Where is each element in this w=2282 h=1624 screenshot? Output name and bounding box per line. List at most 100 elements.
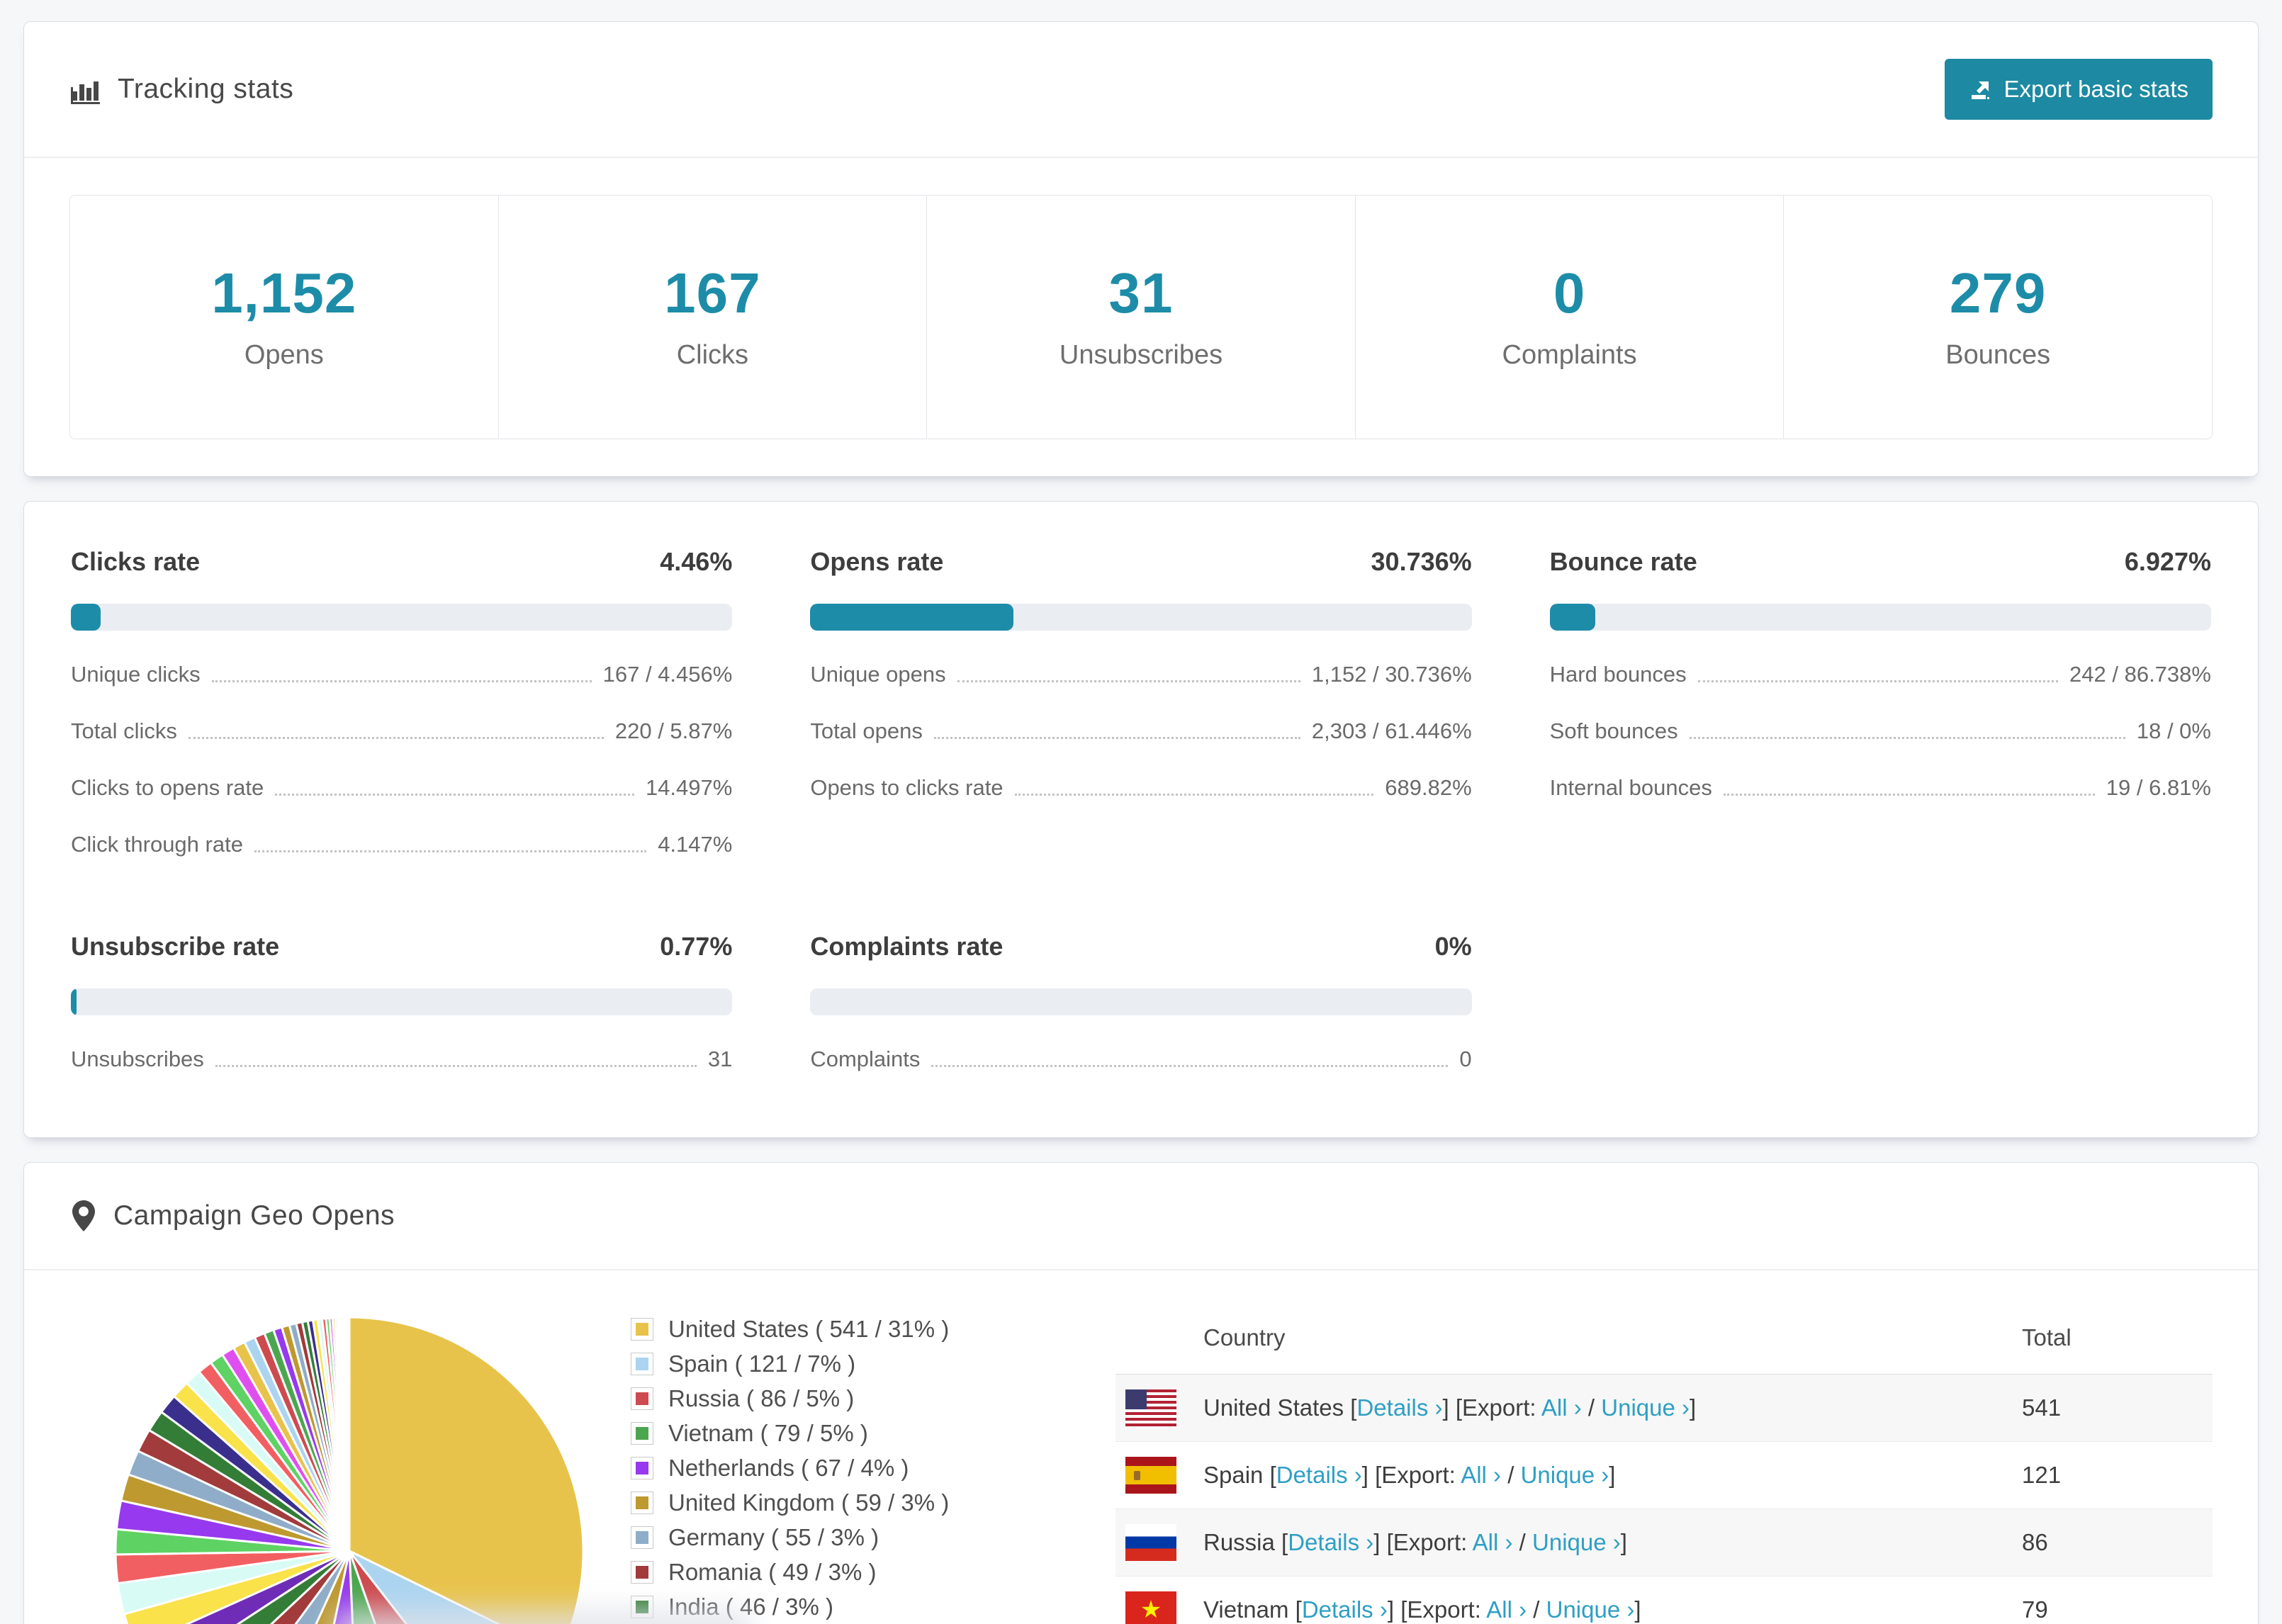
- export-all-link[interactable]: All ›: [1461, 1461, 1502, 1488]
- export-all-link[interactable]: All ›: [1486, 1596, 1527, 1623]
- rate-detail-value: 242 / 86.738%: [2069, 662, 2211, 687]
- export-icon: [1971, 81, 1989, 99]
- legend-item-vietnam: Vietnam ( 79 / 5% ): [631, 1420, 1074, 1447]
- dotted-leader: [188, 737, 604, 739]
- rate-detail-label: Clicks to opens rate: [71, 775, 264, 800]
- tracking-stats-header: Tracking stats Export basic stats: [24, 22, 2258, 158]
- stat-value: 0: [1553, 261, 1586, 325]
- rate-block-bounce-rate: Bounce rate 6.927% Hard bounces 242 / 86.73…: [1549, 547, 2211, 857]
- rate-detail-row: Unsubscribes 31: [71, 1047, 732, 1072]
- stat-value: 31: [1108, 261, 1174, 325]
- bar-chart-icon: [71, 81, 100, 104]
- flag-icon-es: [1125, 1457, 1176, 1494]
- pie-slice-vietnam: [348, 1550, 376, 1624]
- pie-slice-russia: [348, 1550, 408, 1624]
- rate-detail-label: Opens to clicks rate: [810, 775, 1004, 800]
- export-all-link[interactable]: All ›: [1472, 1528, 1513, 1555]
- country-cell: United States [Details ›] [Export: All ›…: [1203, 1394, 1697, 1421]
- legend-label: Vietnam ( 79 / 5% ): [668, 1420, 868, 1446]
- stat-label: Clicks: [676, 340, 749, 370]
- export-unique-link[interactable]: Unique ›: [1532, 1528, 1621, 1555]
- total-column-header: Total: [2022, 1324, 2072, 1350]
- rate-detail-value: 4.147%: [658, 832, 733, 857]
- export-all-link[interactable]: All ›: [1541, 1394, 1582, 1421]
- progress-bar-track: [1549, 604, 2211, 631]
- campaign-geo-opens-card: Campaign Geo Opens United States ( 541 /…: [23, 1162, 2259, 1624]
- rate-percentage: 0%: [1434, 932, 1472, 961]
- total-cell: 541: [2022, 1394, 2062, 1421]
- legend-swatch: [631, 1526, 653, 1549]
- dotted-leader: [1014, 794, 1374, 796]
- export-basic-stats-button[interactable]: Export basic stats: [1944, 59, 2213, 120]
- legend-item-romania: Romania ( 49 / 3% ): [631, 1559, 1074, 1586]
- export-unique-link[interactable]: Unique ›: [1601, 1394, 1690, 1421]
- total-cell: 86: [2022, 1529, 2048, 1555]
- stat-cell-unsubscribes: 31 Unsubscribes: [927, 196, 1356, 439]
- details-link[interactable]: Details ›: [1276, 1461, 1362, 1488]
- rate-title: Clicks rate: [71, 547, 201, 576]
- star-icon: ★: [1140, 1596, 1162, 1623]
- dotted-leader: [931, 1065, 1449, 1067]
- total-cell: 121: [2022, 1462, 2062, 1488]
- details-link[interactable]: Details ›: [1288, 1528, 1374, 1555]
- progress-bar-track: [71, 604, 733, 631]
- bottom-shadow-blob: [333, 1608, 751, 1624]
- rate-title: Bounce rate: [1549, 547, 1697, 576]
- rate-detail-row: Hard bounces 242 / 86.738%: [1550, 662, 2211, 687]
- rate-percentage: 30.736%: [1371, 547, 1472, 576]
- rate-block-opens-rate: Opens rate 30.736% Unique opens 1,152 / 30.…: [810, 547, 1472, 857]
- stat-value: 1,152: [211, 261, 357, 325]
- rate-detail-value: 220 / 5.87%: [614, 718, 733, 743]
- country-name: Vietnam: [1203, 1596, 1289, 1623]
- stat-label: Unsubscribes: [1059, 340, 1223, 370]
- legend-label: United States ( 541 / 31% ): [668, 1316, 950, 1342]
- legend-item-germany: Germany ( 55 / 3% ): [631, 1524, 1074, 1551]
- summary-stats-row: 1,152 Opens 167 Clicks 31 Unsubscribes 0 Compla…: [69, 195, 2213, 439]
- dotted-leader: [215, 1065, 697, 1067]
- stat-value: 167: [664, 261, 761, 325]
- rate-detail-label: Unique clicks: [71, 662, 201, 687]
- pie-legend: United States ( 541 / 31% ) Spain ( 121 /…: [631, 1303, 1074, 1624]
- rate-detail-label: Total clicks: [71, 718, 177, 743]
- export-unique-link[interactable]: Unique ›: [1546, 1596, 1635, 1623]
- rate-block-unsubscribe-rate: Unsubscribe rate 0.77% Unsubscribes 31: [71, 932, 733, 1072]
- details-link[interactable]: Details ›: [1301, 1596, 1388, 1623]
- stat-value: 279: [1949, 261, 2047, 325]
- geo-table-row-us: United States [Details ›] [Export: All ›…: [1115, 1375, 2213, 1442]
- legend-item-united-states: United States ( 541 / 31% ): [631, 1316, 1074, 1343]
- country-cell: Spain [Details ›] [Export: All › / Uniqu…: [1203, 1461, 1616, 1488]
- rate-detail-value: 1,152 / 30.736%: [1311, 662, 1472, 687]
- dotted-leader: [1689, 737, 2125, 739]
- total-cell: 79: [2022, 1596, 2048, 1623]
- geo-table-header: Country Total: [1115, 1303, 2213, 1375]
- dotted-leader: [1723, 794, 2095, 796]
- rate-block-clicks-rate: Clicks rate 4.46% Unique clicks 167 / 4.456…: [71, 547, 733, 857]
- legend-swatch: [631, 1457, 653, 1479]
- rate-percentage: 0.77%: [660, 932, 733, 961]
- country-name: Spain: [1203, 1461, 1264, 1488]
- dotted-leader: [275, 794, 634, 796]
- legend-label: United Kingdom ( 59 / 3% ): [668, 1489, 950, 1516]
- page-title: Tracking stats: [118, 74, 294, 104]
- legend-swatch: [631, 1492, 653, 1514]
- legend-swatch: [631, 1353, 653, 1375]
- rate-detail-label: Click through rate: [71, 832, 243, 857]
- rate-detail-row: Clicks to opens rate 14.497%: [71, 775, 732, 801]
- geo-card-header: Campaign Geo Opens: [24, 1163, 2258, 1270]
- legend-item-netherlands: Netherlands ( 67 / 4% ): [631, 1455, 1074, 1482]
- rate-detail-row: Internal bounces 19 / 6.81%: [1550, 775, 2211, 801]
- rate-title: Complaints rate: [810, 932, 1004, 961]
- legend-swatch: [631, 1387, 653, 1410]
- geo-table-row-es: Spain [Details ›] [Export: All › / Uniqu…: [1115, 1442, 2213, 1509]
- rate-title: Unsubscribe rate: [71, 932, 280, 961]
- geo-table-row-vn: ★ Vietnam [Details ›] [Export: All › / Un…: [1115, 1577, 2213, 1624]
- rate-detail-value: 31: [707, 1047, 733, 1071]
- details-link[interactable]: Details ›: [1356, 1394, 1443, 1421]
- legend-label: Germany ( 55 / 3% ): [668, 1524, 879, 1550]
- country-column-header: Country: [1203, 1324, 1286, 1350]
- rate-detail-value: 167 / 4.456%: [602, 662, 733, 687]
- legend-swatch: [631, 1422, 653, 1445]
- export-unique-link[interactable]: Unique ›: [1520, 1461, 1609, 1488]
- legend-label: Spain ( 121 / 7% ): [668, 1350, 856, 1377]
- legend-item-united-kingdom: United Kingdom ( 59 / 3% ): [631, 1489, 1074, 1516]
